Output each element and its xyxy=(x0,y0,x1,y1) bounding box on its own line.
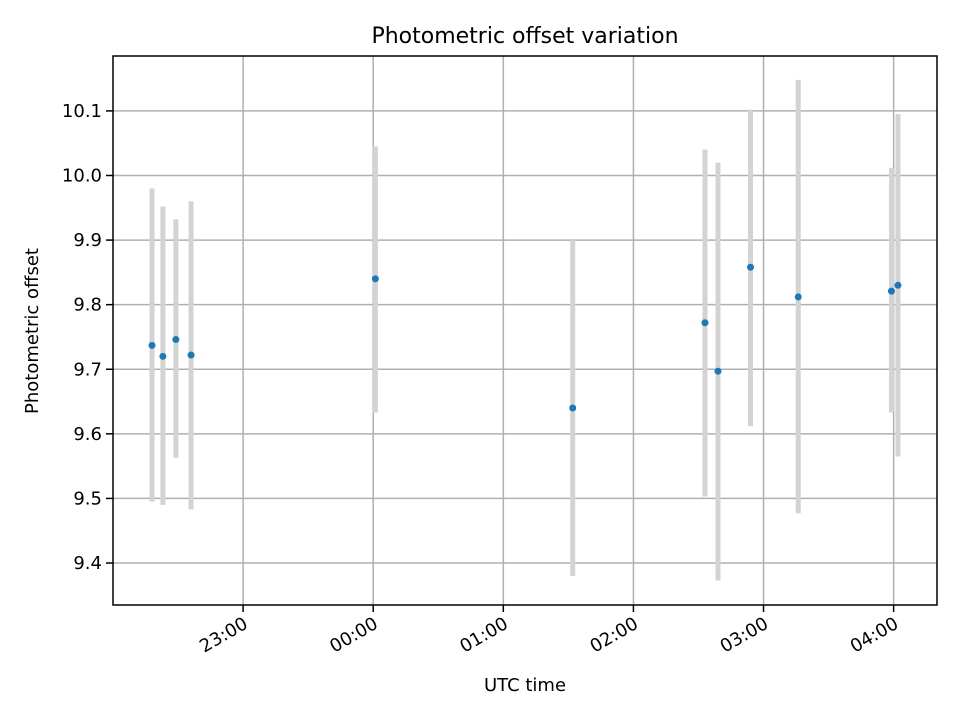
data-point xyxy=(747,263,755,271)
y-tick-label: 10.0 xyxy=(62,165,102,186)
y-tick-label: 9.7 xyxy=(73,359,102,380)
data-point xyxy=(887,287,895,295)
data-point xyxy=(159,352,167,360)
y-tick-label: 10.1 xyxy=(62,101,102,122)
y-tick-label: 9.5 xyxy=(73,488,102,509)
x-axis-label: UTC time xyxy=(484,675,566,696)
grid xyxy=(113,56,937,605)
data-point xyxy=(371,275,379,283)
x-tick-label: 03:00 xyxy=(717,613,772,657)
x-tick-label: 02:00 xyxy=(586,613,641,657)
data-point xyxy=(714,367,722,375)
y-axis-label: Photometric offset xyxy=(22,248,43,414)
data-point xyxy=(794,293,802,301)
x-tick-label: 00:00 xyxy=(326,613,381,657)
x-axis-ticks: 23:00 00:00 01:00 02:00 03:00 04:00 xyxy=(196,605,902,657)
data-points xyxy=(148,263,902,412)
error-bars xyxy=(149,79,901,581)
y-tick-label: 9.8 xyxy=(73,295,102,316)
data-point xyxy=(569,404,577,412)
data-point xyxy=(701,319,709,327)
plot-frame xyxy=(112,55,938,606)
y-tick-label: 9.9 xyxy=(73,230,102,251)
y-tick-label: 9.4 xyxy=(73,553,102,574)
data-point xyxy=(148,341,156,349)
chart-title: Photometric offset variation xyxy=(371,24,678,49)
data-point xyxy=(894,281,902,289)
data-point xyxy=(172,336,180,344)
x-tick-label: 01:00 xyxy=(456,613,511,657)
x-tick-label: 23:00 xyxy=(196,613,251,657)
data-point xyxy=(187,351,195,359)
y-axis-ticks: 9.4 9.5 9.6 9.7 9.8 9.9 10.0 10.1 xyxy=(62,101,113,574)
y-tick-label: 9.6 xyxy=(73,424,102,445)
x-tick-label: 04:00 xyxy=(847,613,902,657)
